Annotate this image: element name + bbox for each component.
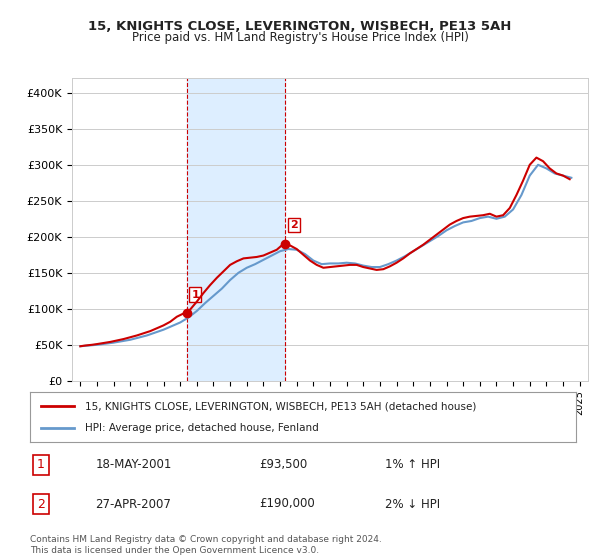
Text: HPI: Average price, detached house, Fenland: HPI: Average price, detached house, Fenl…: [85, 423, 319, 433]
Bar: [187, 78, 286, 381]
Text: 2: 2: [290, 220, 298, 230]
Text: 1: 1: [37, 458, 45, 472]
Text: 18-MAY-2001: 18-MAY-2001: [95, 458, 172, 472]
Text: Contains HM Land Registry data © Crown copyright and database right 2024.: Contains HM Land Registry data © Crown c…: [30, 535, 382, 544]
Text: Price paid vs. HM Land Registry's House Price Index (HPI): Price paid vs. HM Land Registry's House …: [131, 31, 469, 44]
Text: 2% ↓ HPI: 2% ↓ HPI: [385, 497, 440, 511]
Text: 15, KNIGHTS CLOSE, LEVERINGTON, WISBECH, PE13 5AH: 15, KNIGHTS CLOSE, LEVERINGTON, WISBECH,…: [88, 20, 512, 32]
Text: 15, KNIGHTS CLOSE, LEVERINGTON, WISBECH, PE13 5AH (detached house): 15, KNIGHTS CLOSE, LEVERINGTON, WISBECH,…: [85, 401, 476, 411]
Text: 1: 1: [191, 290, 199, 300]
Text: This data is licensed under the Open Government Licence v3.0.: This data is licensed under the Open Gov…: [30, 546, 319, 555]
Text: 2: 2: [37, 497, 45, 511]
Text: £190,000: £190,000: [259, 497, 315, 511]
Text: £93,500: £93,500: [259, 458, 308, 472]
Text: 27-APR-2007: 27-APR-2007: [95, 497, 172, 511]
Text: 1% ↑ HPI: 1% ↑ HPI: [385, 458, 440, 472]
